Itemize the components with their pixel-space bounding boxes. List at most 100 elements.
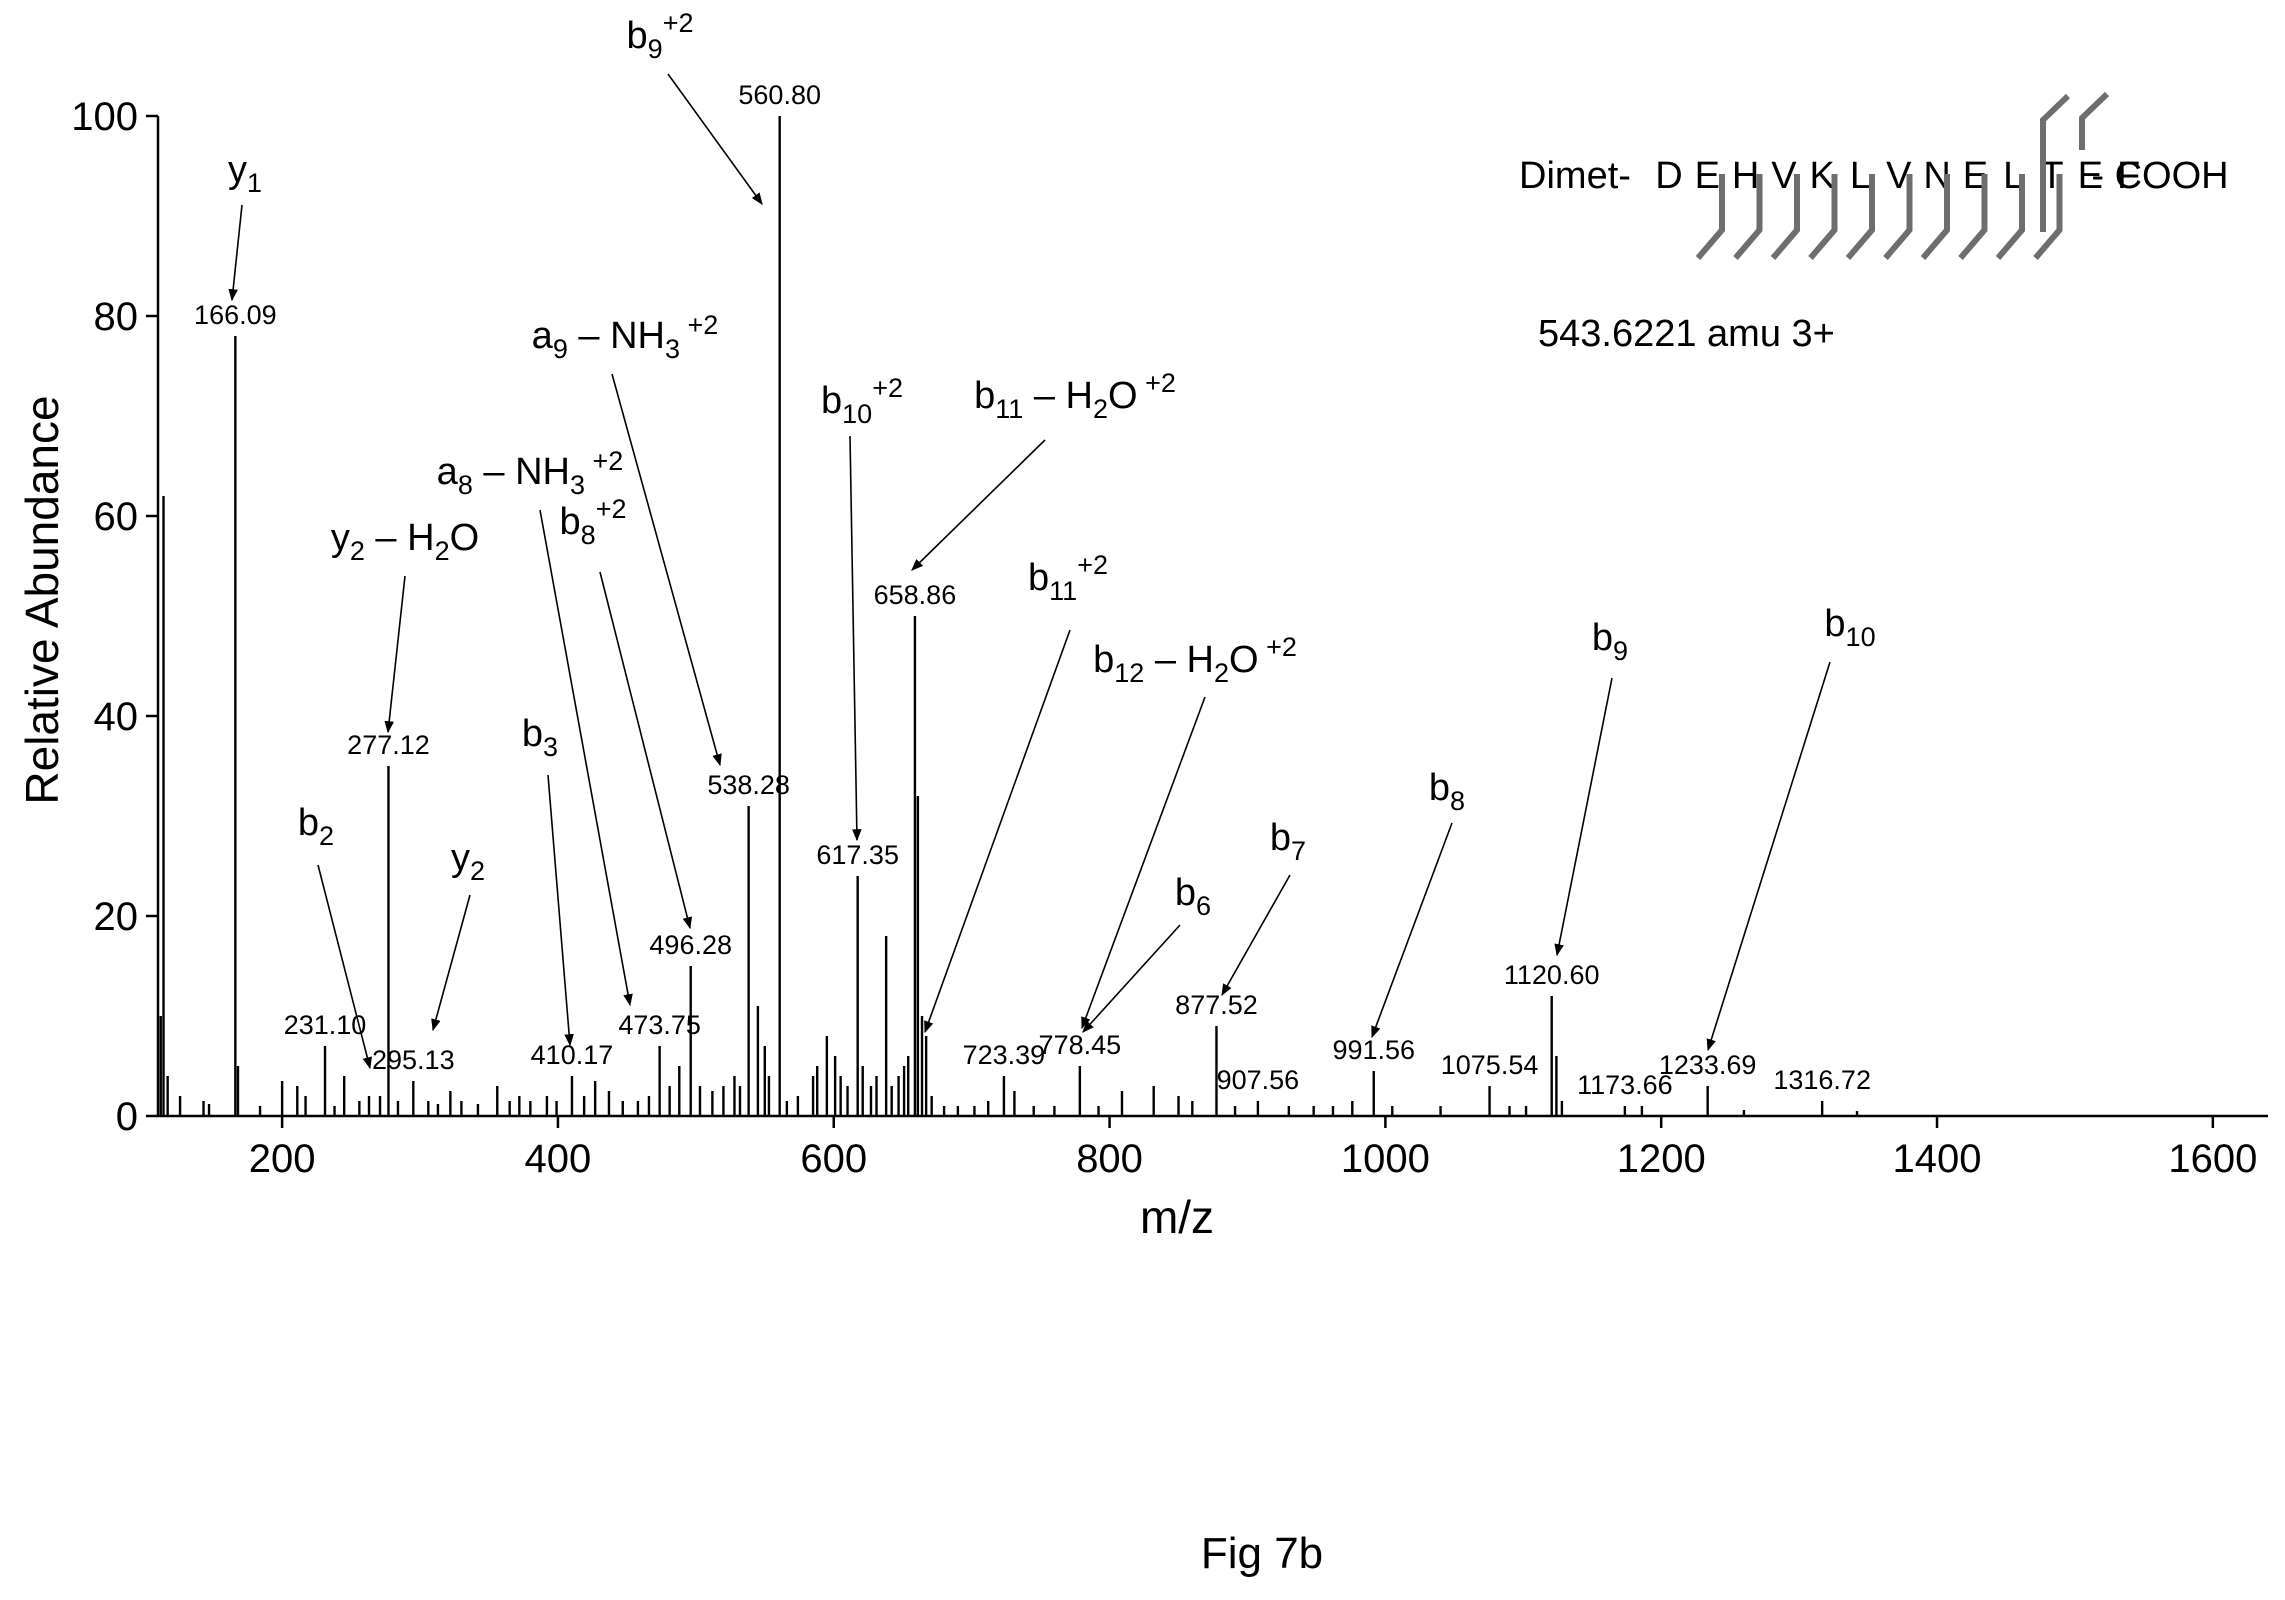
ion-base: a bbox=[437, 451, 459, 493]
x-tick-label: 400 bbox=[525, 1137, 592, 1181]
annotation-arrow bbox=[1081, 696, 1206, 1030]
b-ion-cleavage-mark bbox=[1883, 174, 1913, 260]
ion-annotation: b3 bbox=[522, 713, 558, 762]
ion-sub2: 3 bbox=[665, 334, 680, 364]
b-ion-cleavage-mark bbox=[1770, 174, 1800, 260]
ion-sup: +2 bbox=[1138, 368, 1176, 398]
annotation-arrow bbox=[228, 204, 243, 302]
peak-label: 277.12 bbox=[347, 730, 430, 760]
annotation-arrow bbox=[924, 629, 1071, 1034]
annotation-arrow bbox=[1706, 661, 1831, 1052]
annotation-arrow bbox=[849, 435, 862, 842]
peak-label: 907.56 bbox=[1217, 1065, 1300, 1095]
peak-label: 658.86 bbox=[874, 580, 957, 610]
annotation-arrow bbox=[547, 774, 574, 1047]
ion-base: b bbox=[1824, 603, 1845, 645]
ion-base: b bbox=[1093, 639, 1114, 681]
x-tick-label: 1400 bbox=[1893, 1137, 1982, 1181]
ion-sup: +2 bbox=[585, 446, 623, 476]
ion-base: b bbox=[1028, 557, 1049, 599]
ion-sub: 2 bbox=[350, 536, 365, 566]
ion-tail: O bbox=[1229, 639, 1259, 681]
ion-mid: – NH bbox=[568, 315, 665, 357]
precursor-label: 543.6221 amu 3+ bbox=[1538, 313, 1835, 355]
annotation-arrow bbox=[539, 509, 633, 1007]
ion-sup: +2 bbox=[663, 8, 694, 38]
fragment-cleavage-marks bbox=[1695, 91, 2110, 260]
ion-base: b bbox=[1270, 817, 1291, 859]
ion-mid: – H bbox=[1144, 639, 1214, 681]
peak-label: 496.28 bbox=[649, 930, 732, 960]
ion-base: y bbox=[228, 149, 247, 191]
y-tick-label: 0 bbox=[116, 1095, 138, 1139]
ion-annotation: b8+2 bbox=[560, 494, 627, 550]
peak-label: 538.28 bbox=[707, 770, 790, 800]
y-axis-title: Relative Abundance bbox=[16, 395, 68, 804]
ion-sub: 10 bbox=[1846, 622, 1876, 652]
peak-label: 723.39 bbox=[963, 1040, 1046, 1070]
peak-label: 166.09 bbox=[194, 300, 277, 330]
annotation-arrow bbox=[611, 373, 722, 767]
ion-annotation: b9+2 bbox=[627, 8, 694, 64]
peak-label: 1173.66 bbox=[1577, 1070, 1673, 1100]
peak-label: 410.17 bbox=[531, 1040, 614, 1070]
x-tick-label: 1200 bbox=[1617, 1137, 1706, 1181]
ion-annotation: y1 bbox=[228, 149, 262, 198]
peak-label: 1120.60 bbox=[1504, 960, 1600, 990]
x-tick-label: 1600 bbox=[2168, 1137, 2257, 1181]
ion-annotation: a8 – NH3 +2 bbox=[437, 446, 624, 500]
ion-mid: – NH bbox=[473, 451, 570, 493]
peptide-suffix: - COOH bbox=[2091, 155, 2228, 197]
ion-sub: 12 bbox=[1114, 658, 1144, 688]
y-tick-label: 20 bbox=[94, 895, 139, 939]
ion-sub: 9 bbox=[553, 334, 568, 364]
ion-sub: 3 bbox=[543, 732, 558, 762]
ion-base: a bbox=[532, 315, 554, 357]
annotation-arrow bbox=[1082, 924, 1181, 1033]
peptide-residue: V bbox=[1771, 155, 1797, 197]
x-axis-title: m/z bbox=[1140, 1191, 1214, 1243]
ion-sub: 2 bbox=[319, 821, 334, 851]
ion-sub: 11 bbox=[1049, 576, 1077, 606]
ion-annotation: y2 – H2O bbox=[331, 517, 479, 566]
ion-base: b bbox=[974, 375, 995, 417]
ion-annotation: a9 – NH3 +2 bbox=[532, 310, 719, 364]
annotation-arrow bbox=[1554, 677, 1613, 957]
y-tick-label: 60 bbox=[94, 495, 139, 539]
ion-sup: +2 bbox=[1259, 632, 1297, 662]
peak-label: 473.75 bbox=[618, 1010, 701, 1040]
annotation-arrow bbox=[431, 894, 471, 1032]
y-tick-label: 100 bbox=[71, 95, 138, 139]
b-ion-cleavage-mark bbox=[1920, 174, 1950, 260]
ion-sup: +2 bbox=[680, 310, 718, 340]
b-ion-cleavage-mark bbox=[1808, 174, 1838, 260]
annotation-arrow bbox=[384, 575, 406, 734]
x-tick-label: 200 bbox=[249, 1137, 316, 1181]
ion-sup: +2 bbox=[872, 373, 903, 403]
ion-annotation: b10+2 bbox=[821, 373, 903, 429]
ion-sub: 10 bbox=[842, 399, 872, 429]
ion-annotation: y2 bbox=[451, 837, 485, 886]
ion-annotation: b12 – H2O +2 bbox=[1093, 632, 1297, 688]
svg-text:- COOH: - COOH bbox=[2091, 155, 2228, 197]
ion-annotation: b11 – H2O +2 bbox=[974, 368, 1176, 424]
figure-label: Fig 7b bbox=[1201, 1529, 1323, 1578]
ion-base: b bbox=[1429, 767, 1450, 809]
peak-label: 231.10 bbox=[284, 1010, 367, 1040]
peptide-residue: D bbox=[1655, 155, 1682, 197]
ion-sub: 8 bbox=[1450, 786, 1465, 816]
annotation-arrow bbox=[667, 73, 763, 205]
annotation-arrows bbox=[228, 73, 1831, 1070]
ion-sub: 11 bbox=[995, 394, 1023, 424]
ion-sub: 9 bbox=[648, 34, 663, 64]
annotation-arrow bbox=[911, 439, 1046, 571]
b-ion-cleavage-mark bbox=[1695, 174, 1725, 260]
peak-label: 1075.54 bbox=[1441, 1050, 1539, 1080]
b-ion-cleavage-mark bbox=[1995, 174, 2025, 260]
ion-annotation: b7 bbox=[1270, 817, 1306, 866]
ion-sub: 7 bbox=[1291, 836, 1306, 866]
peak-label: 991.56 bbox=[1332, 1035, 1415, 1065]
ion-sub: 8 bbox=[458, 470, 473, 500]
